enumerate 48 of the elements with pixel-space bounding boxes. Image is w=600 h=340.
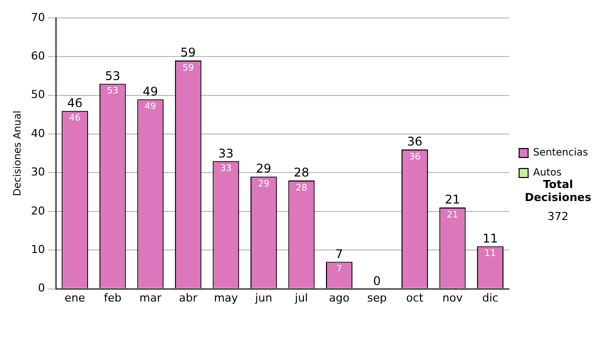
- data-label: 49: [144, 102, 156, 112]
- data-label: 21: [446, 210, 458, 220]
- x-tick-label: feb: [104, 291, 122, 304]
- total-label: 29: [256, 162, 272, 176]
- total-label: 28: [294, 166, 310, 180]
- x-tick-label: ene: [64, 291, 86, 304]
- total-label: 7: [335, 246, 344, 261]
- data-label: 46: [69, 114, 81, 124]
- legend-label: Autos: [533, 168, 562, 179]
- y-tick-label: 10: [30, 242, 45, 256]
- total-label: 11: [482, 231, 498, 246]
- x-tick-label: ago: [328, 291, 350, 304]
- total-label: 21: [444, 192, 460, 207]
- text: Total Decisiones: [524, 178, 592, 204]
- x-tick-label: jul: [294, 291, 308, 304]
- data-label: 7: [336, 264, 342, 275]
- data-label: 33: [220, 164, 232, 174]
- y-tick-label: 70: [30, 10, 45, 24]
- x-tick-label: jun: [254, 291, 272, 304]
- x-tick-label: mar: [139, 291, 162, 304]
- total-label: 59: [180, 46, 196, 60]
- x-tick-label: oct: [406, 291, 424, 304]
- x-tick-label: dic: [482, 291, 498, 304]
- total-label: 53: [105, 68, 120, 83]
- y-tick-label: 30: [30, 166, 45, 179]
- y-tick-label: 60: [30, 50, 45, 63]
- x-tick-label: sep: [367, 291, 387, 304]
- data-label: 28: [296, 183, 308, 194]
- x-tick-label: may: [214, 291, 238, 304]
- y-axis-title: Decisiones Anual: [12, 110, 24, 196]
- total-label: 49: [142, 84, 158, 98]
- total-label: 33: [218, 146, 234, 160]
- y-tick-label: 20: [30, 204, 45, 218]
- legend-label: Sentencias: [533, 148, 588, 159]
- total-label: 36: [407, 134, 422, 149]
- data-label: 59: [182, 63, 194, 74]
- y-tick-label: 50: [30, 88, 45, 102]
- data-label: 53: [106, 86, 118, 97]
- total-label: 46: [67, 96, 83, 110]
- data-label: 36: [409, 152, 421, 162]
- total-label: 0: [373, 274, 381, 288]
- data-label: 29: [258, 179, 270, 190]
- y-tick-label: 40: [30, 126, 45, 140]
- text: 372: [546, 210, 570, 223]
- y-tick-label: 0: [38, 282, 45, 295]
- x-tick-label: nov: [442, 291, 464, 304]
- x-tick-label: abr: [179, 291, 198, 304]
- data-label: 11: [484, 249, 496, 260]
